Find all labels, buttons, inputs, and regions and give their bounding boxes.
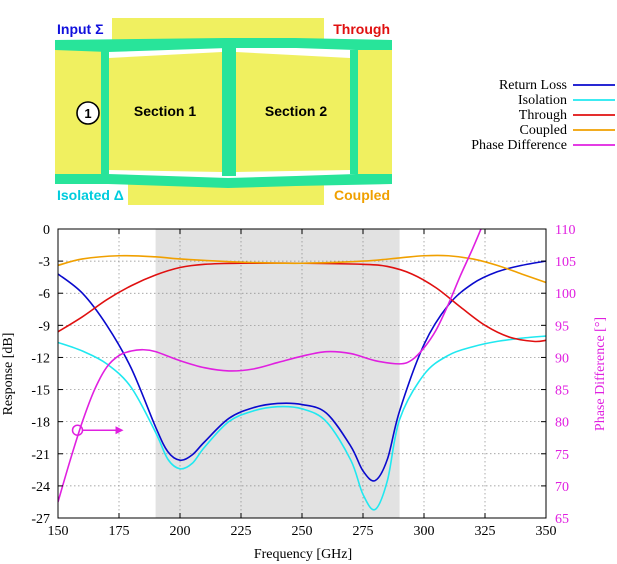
shaded-band-layer — [155, 229, 400, 518]
y-tick-label: 0 — [43, 223, 50, 238]
x-tick-label: 250 — [292, 524, 313, 539]
y2-tick-label: 75 — [555, 448, 569, 463]
coupler-diagram: Section 1 Section 2 1 Input Σ Through Is… — [55, 18, 392, 205]
legend: Return LossIsolationThroughCoupledPhase … — [471, 78, 615, 153]
annotation-circle — [71, 424, 84, 436]
y2-axis-label: Phase Difference [°] — [593, 317, 608, 431]
passband-shade — [155, 229, 400, 518]
series-through-line — [58, 262, 546, 343]
x-tick-label: 150 — [48, 524, 69, 539]
yellow-bottom-strip — [128, 183, 324, 205]
legend-label: Through — [519, 108, 567, 123]
series-coupled-line — [58, 254, 546, 284]
legend-label: Phase Difference — [471, 138, 567, 153]
section-1-block — [109, 52, 222, 172]
x-tick-label: 200 — [170, 524, 191, 539]
port-1-marker — [76, 101, 100, 125]
section-2-block — [236, 52, 350, 172]
y2-tick-label: 65 — [555, 512, 569, 527]
y-tick-label: -3 — [38, 255, 50, 270]
x-tick-label: 300 — [414, 524, 435, 539]
yellow-top-strip — [112, 18, 324, 40]
x-tick-label: 175 — [109, 524, 130, 539]
port-1-number: 1 — [84, 106, 91, 121]
y-tick-label: -6 — [38, 287, 50, 302]
legend-label: Coupled — [520, 123, 567, 138]
x-tick-label: 225 — [231, 524, 252, 539]
annotation-arrow-head — [115, 426, 124, 435]
y-tick-label: -12 — [31, 351, 50, 366]
isolated-port-label: Isolated Δ — [57, 187, 124, 203]
x-axis-label: Frequency [GHz] — [254, 547, 352, 562]
y-tick-label: -18 — [31, 416, 50, 431]
y-tick-label: -27 — [31, 512, 50, 527]
yellow-right-pad — [356, 50, 392, 174]
legend-label: Return Loss — [499, 78, 567, 93]
y-tick-label: -9 — [38, 319, 50, 334]
y-axis-label: Response [dB] — [1, 333, 16, 416]
x-tick-label: 350 — [536, 524, 557, 539]
y2-tick-label: 80 — [555, 416, 569, 431]
annotation-layer — [71, 424, 124, 436]
top-conductor — [55, 38, 392, 52]
bottom-conductor — [55, 174, 392, 188]
input-port-label: Input Σ — [57, 21, 104, 37]
y2-tick-label: 70 — [555, 480, 569, 495]
conductor-lines — [55, 38, 392, 188]
x-tick-label: 275 — [353, 524, 374, 539]
legend-label: Isolation — [518, 93, 567, 108]
x-tick-label: 325 — [475, 524, 496, 539]
series-phase-difference-line — [58, 229, 482, 503]
y2-tick-label: 105 — [555, 255, 576, 270]
center-stub — [222, 48, 236, 176]
line-chart: 150 175 200 225 250 275 300 325 350 0 -3 -6 -9 -12 -15… — [1, 223, 608, 562]
y-tick-label: -15 — [31, 384, 50, 399]
right-stub — [350, 50, 358, 174]
y2-tick-label: 110 — [555, 223, 575, 238]
series-layer — [58, 229, 546, 511]
section-2-label: Section 2 — [265, 103, 327, 119]
section-1-label: Section 1 — [134, 103, 196, 119]
y-tick-label: -21 — [31, 448, 50, 463]
y2-tick-label: 85 — [555, 384, 569, 399]
left-stub — [101, 50, 109, 174]
through-port-label: Through — [333, 21, 390, 37]
y2-tick-label: 95 — [555, 319, 569, 334]
y2-tick-label: 90 — [555, 351, 569, 366]
y2-tick-label: 100 — [555, 287, 576, 302]
coupled-port-label: Coupled — [334, 187, 390, 203]
tick-labels: 150 175 200 225 250 275 300 325 350 0 -3 -6 -9 -12 -15… — [31, 223, 576, 539]
y-tick-label: -24 — [31, 480, 50, 495]
series-isolation-line — [58, 335, 546, 511]
